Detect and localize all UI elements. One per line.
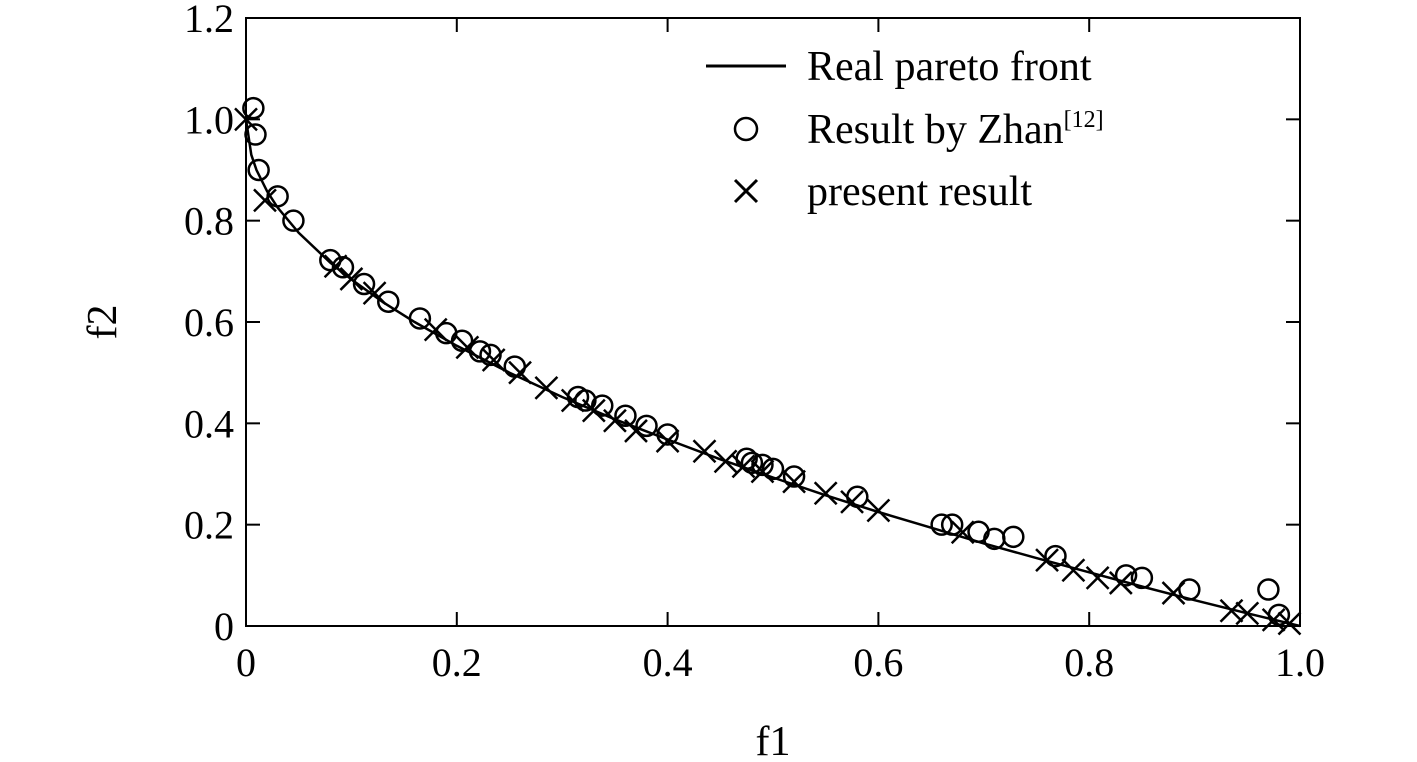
zhan-result-point xyxy=(242,96,265,120)
legend-label-real-pareto-front: Real pareto front xyxy=(807,44,1092,90)
present-result-point xyxy=(423,317,448,342)
x-tick-label: 0.2 xyxy=(432,640,482,685)
zhan-result-point xyxy=(247,158,270,182)
present-result-point xyxy=(840,489,864,514)
zhan-result-point xyxy=(656,423,679,446)
present-result-point xyxy=(253,188,277,213)
present-result-point xyxy=(950,520,975,545)
present-result-point xyxy=(1261,608,1286,632)
present-result-point xyxy=(1235,601,1260,626)
zhan-result-point xyxy=(1130,566,1154,590)
axis-ticks xyxy=(245,17,1301,627)
present-result-point xyxy=(1277,611,1302,636)
present-result-point xyxy=(603,408,627,433)
present-result-point xyxy=(624,419,648,443)
zhan-result-point xyxy=(740,451,764,475)
x-tick-label: 1.0 xyxy=(1275,640,1325,685)
zhan-result-point xyxy=(614,404,637,427)
present-result-point xyxy=(581,398,606,423)
zhan-result-point xyxy=(1044,544,1067,568)
y-tick-label: 0 xyxy=(214,604,234,649)
present-result-point xyxy=(481,348,506,372)
zhan-result-point xyxy=(751,453,774,477)
zhan-result-point xyxy=(1114,564,1138,587)
pareto-front-line xyxy=(244,119,1301,628)
x-axis-label: f1 xyxy=(756,719,791,762)
present-result-point xyxy=(813,481,838,506)
legend-cross-marker xyxy=(733,178,759,204)
zhan-result-point xyxy=(782,465,806,488)
present-result-point xyxy=(339,267,364,291)
legend-label-present-result: present result xyxy=(807,169,1032,215)
series-present-result xyxy=(234,107,1302,636)
present-result-point xyxy=(362,281,387,306)
zhan-result-point xyxy=(352,272,376,296)
zhan-result-point xyxy=(377,290,400,313)
y-tick-label: 1.2 xyxy=(184,0,234,41)
y-tick-label: 0.2 xyxy=(184,503,234,548)
x-tick-label: 0 xyxy=(236,640,256,685)
series-result-by-zhan xyxy=(242,96,1291,627)
zhan-result-point xyxy=(761,457,785,481)
zhan-result-point xyxy=(450,329,474,352)
present-result-point xyxy=(1085,565,1110,590)
present-result-point xyxy=(534,375,559,400)
zhan-result-point xyxy=(930,513,953,536)
present-result-point xyxy=(866,498,891,523)
present-result-point xyxy=(731,454,756,479)
y-axis-label: f2 xyxy=(80,305,126,340)
plot-frame xyxy=(245,17,1301,627)
x-tick-label: 0.4 xyxy=(643,640,693,685)
legend-circle-marker xyxy=(733,116,759,142)
zhan-result-point xyxy=(940,513,964,536)
series-real-pareto-front xyxy=(244,119,1301,628)
present-result-point xyxy=(323,254,348,279)
zhan-result-point xyxy=(408,307,432,330)
present-result-point xyxy=(713,449,738,474)
present-result-point xyxy=(1108,571,1133,595)
y-tick-label: 0.4 xyxy=(184,401,234,446)
x-tick-label: 0.8 xyxy=(1064,640,1114,685)
present-result-point xyxy=(782,469,806,494)
present-result-point xyxy=(692,439,717,464)
present-result-point xyxy=(455,335,480,360)
zhan-result-point xyxy=(574,389,597,412)
zhan-result-point xyxy=(1178,578,1201,601)
y-tick-label: 1.0 xyxy=(184,97,234,142)
zhan-result-point xyxy=(591,394,614,417)
x-tick-label: 0.6 xyxy=(853,640,903,685)
zhan-result-point xyxy=(635,414,658,438)
legend-citation-superscript: [12] xyxy=(1064,107,1104,133)
present-result-point xyxy=(508,360,532,385)
present-result-point xyxy=(1161,581,1186,605)
present-result-point xyxy=(1061,558,1086,583)
legend-label-result-by-zhan: Result by Zhan[12] xyxy=(807,107,1104,153)
zhan-result-point xyxy=(1257,578,1280,601)
present-result-point xyxy=(750,459,775,484)
zhan-result-point xyxy=(244,123,267,146)
tick-labels: 0 0.2 0.4 0.6 0.8 1.0 0 0.2 0.4 0.6 0.8 1.0 1.2 xyxy=(184,0,1325,685)
y-tick-label: 0.8 xyxy=(184,199,234,244)
zhan-result-point xyxy=(1002,525,1025,549)
present-result-point xyxy=(560,388,585,413)
present-result-point xyxy=(655,429,680,453)
plot-border xyxy=(245,17,1301,627)
legend-label-result-by-zhan-text: Result by Zhan xyxy=(807,107,1064,153)
present-result-point xyxy=(234,107,258,132)
y-tick-label: 0.6 xyxy=(184,300,234,345)
zhan-result-point xyxy=(479,343,502,367)
legend: Real pareto front Result by Zhan[12] pre… xyxy=(706,44,1104,215)
zhan-result-point xyxy=(282,209,305,232)
present-result-point xyxy=(1035,548,1059,573)
